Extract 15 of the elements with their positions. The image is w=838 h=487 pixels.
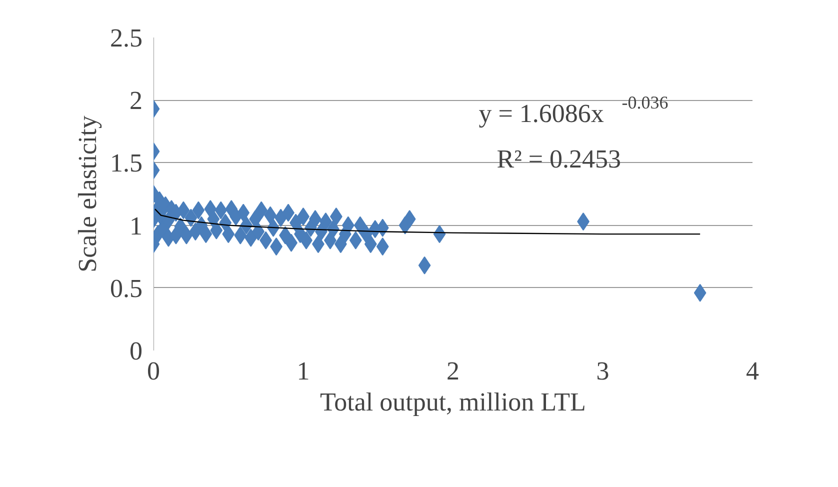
- x-tick-label: 1: [296, 356, 310, 386]
- y-tick-label: 0: [130, 336, 142, 366]
- y-axis-title: Scale elasticity: [73, 116, 102, 272]
- x-tick-label: 3: [596, 356, 610, 386]
- y-tick-label: 0.5: [110, 274, 142, 303]
- y-tick-label: 1: [130, 211, 142, 240]
- y-tick-label: 2: [130, 86, 142, 116]
- x-tick-label: 0: [147, 356, 160, 386]
- annotation: R² = 0.2453: [496, 144, 622, 174]
- y-tick-label: 2.5: [110, 24, 142, 52]
- y-tick-label: 1.5: [110, 148, 142, 178]
- x-axis-title: Total output, million LTL: [320, 388, 586, 416]
- x-tick-label: 4: [746, 356, 759, 386]
- x-tick-label: 2: [446, 356, 460, 386]
- annotation: y = 1.6086x-0.036: [478, 92, 668, 128]
